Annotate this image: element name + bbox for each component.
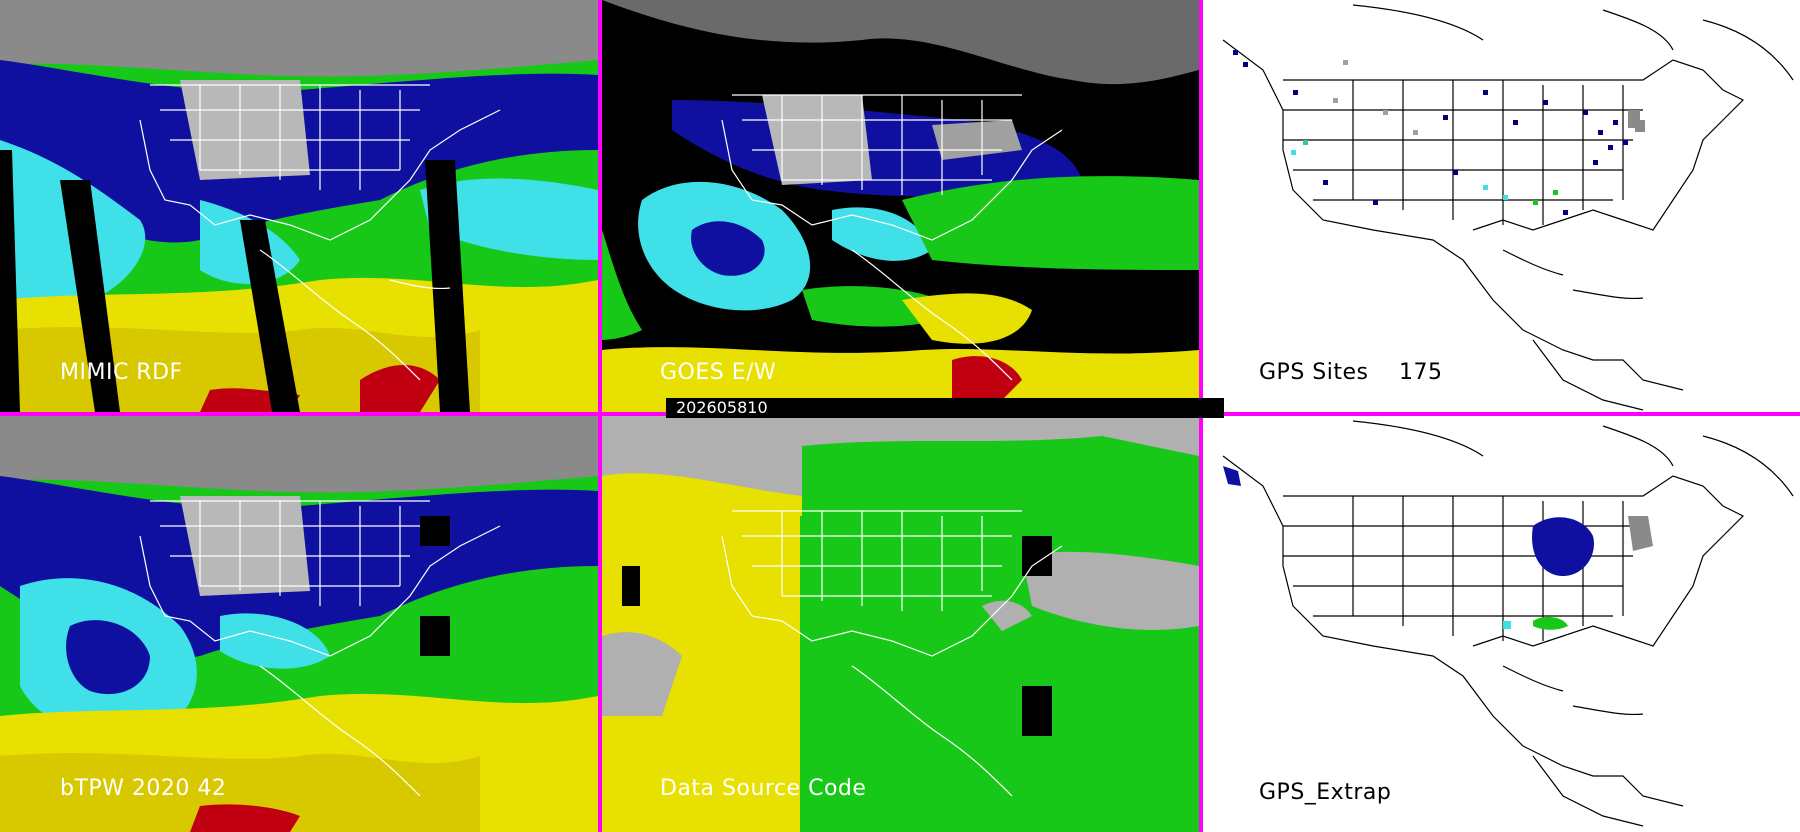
panel-label: GPS_Extrap (1259, 780, 1392, 805)
map-goes-ew (602, 0, 1199, 412)
panel-mimic-rdf: MIMIC RDF (0, 0, 598, 412)
panel-data-source-code: Data Source Code (602, 416, 1199, 832)
gps-site-count: 175 (1399, 360, 1443, 385)
panel-label: Data Source Code (660, 776, 867, 801)
panel-label: GOES E/W (660, 360, 777, 385)
panel-goes-ew: GOES E/W (602, 0, 1199, 412)
gps-site-markers (1233, 50, 1628, 215)
map-gps-sites (1203, 0, 1800, 412)
panel-btpw: bTPW 2020 42 (0, 416, 598, 832)
panel-gps-sites: GPS Sites 175 (1203, 0, 1800, 412)
panel-label: bTPW 2020 42 (60, 776, 227, 801)
panel-label: GPS Sites (1259, 360, 1369, 385)
panel-gps-extrap: GPS_Extrap (1203, 416, 1800, 832)
map-mimic-rdf (0, 0, 598, 412)
map-data-source-code (602, 416, 1199, 832)
panel-label: MIMIC RDF (60, 360, 183, 385)
timestamp-bar: 202605810 (666, 398, 1224, 418)
map-btpw (0, 416, 598, 832)
map-gps-extrap (1203, 416, 1800, 832)
